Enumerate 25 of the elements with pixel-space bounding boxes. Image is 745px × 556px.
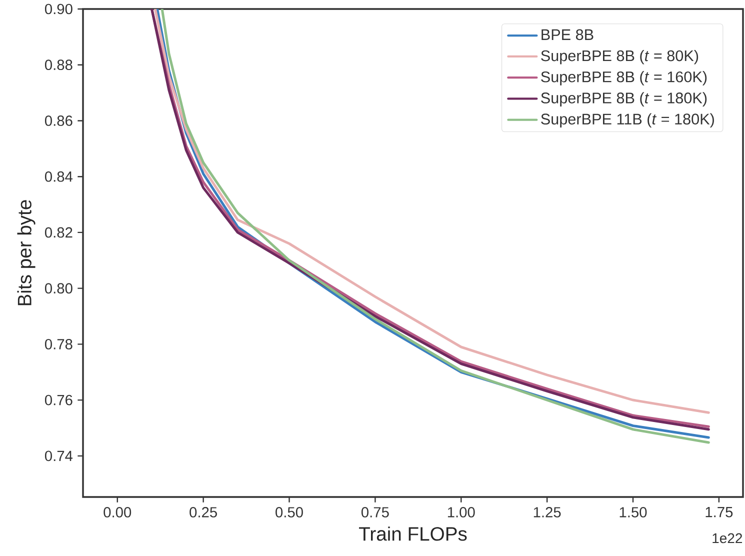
y-tick-label: 0.80 — [44, 283, 72, 294]
y-tick-label: 0.88 — [44, 60, 72, 70]
y-tick-label: 0.86 — [44, 116, 72, 126]
x-tick-label: 1.75 — [706, 507, 733, 518]
legend-label: SuperBPE 8B (t = 160K) — [541, 71, 707, 86]
y-tick-label: 0.76 — [44, 394, 72, 406]
x-tick-label: 1.50 — [620, 507, 647, 518]
legend-label: SuperBPE 8B (t = 80K) — [541, 50, 698, 64]
x-tick-label: 0.75 — [361, 507, 389, 518]
legend-label: BPE 8B — [542, 29, 594, 40]
y-tick-label: 0.78 — [44, 339, 72, 350]
y-tick-label: 0.84 — [44, 171, 73, 182]
text: 1e22 — [712, 533, 742, 544]
x-tick-label: 0.25 — [190, 507, 217, 518]
legend-label: SuperBPE 8B (t = 180K) — [541, 92, 707, 106]
x-tick-label: 0.50 — [276, 507, 303, 518]
y-tick-label: 0.74 — [44, 450, 73, 462]
x-tick-label: 0.00 — [104, 507, 132, 518]
x-axis-title: Train FLOPs — [359, 526, 467, 541]
y-tick-label: 0.90 — [44, 4, 72, 14]
x-tick-label: 1.00 — [448, 507, 475, 518]
y-tick-label: 0.82 — [44, 227, 72, 238]
legend-label: SuperBPE 11B (t = 180K) — [541, 113, 714, 128]
x-tick-label: 1.25 — [534, 507, 561, 518]
y-axis-title: Bits per byte — [17, 200, 36, 306]
